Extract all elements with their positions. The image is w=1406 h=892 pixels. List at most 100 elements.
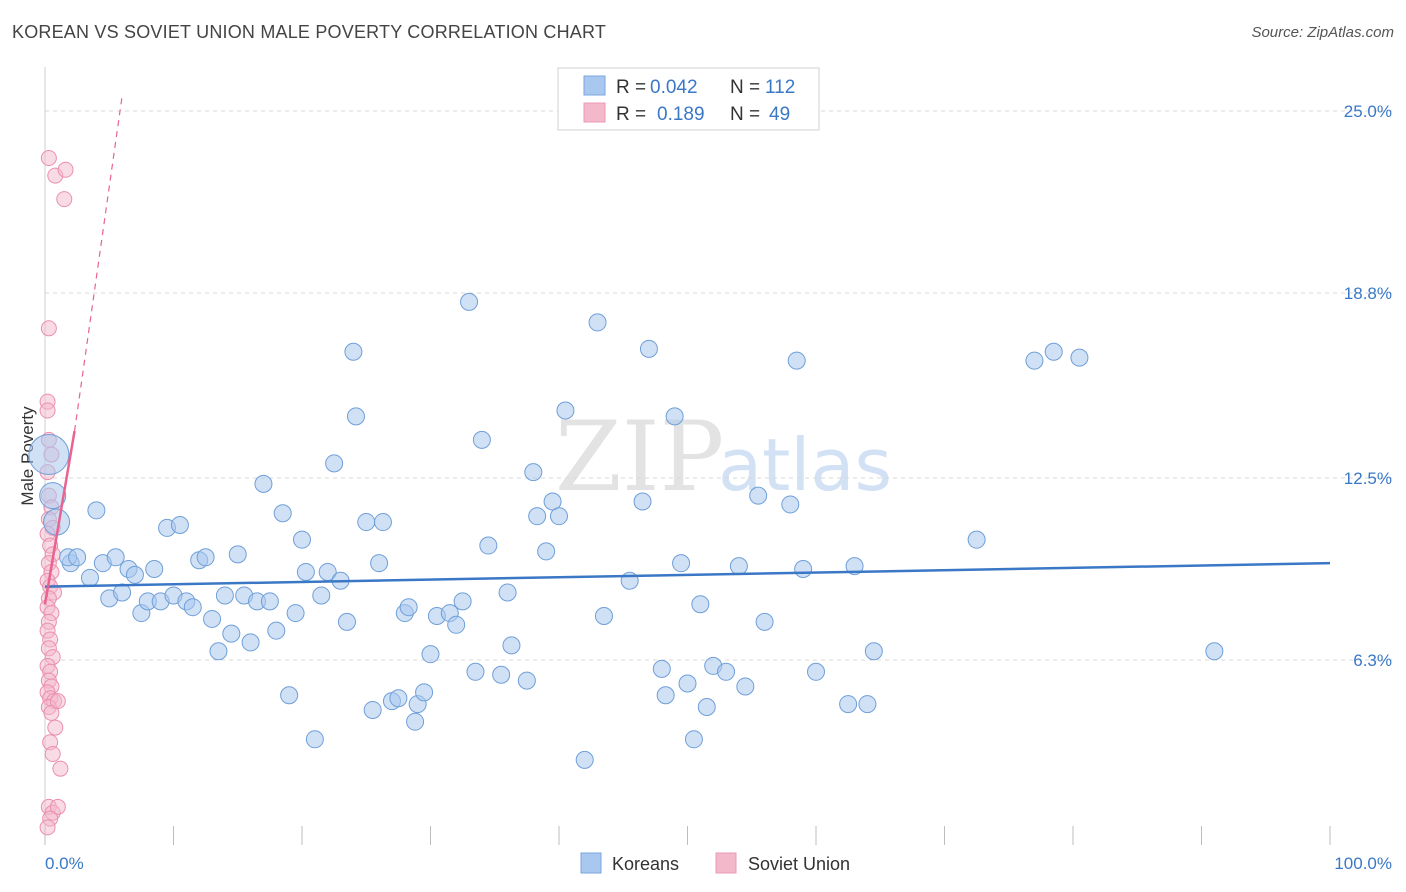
koreans-point-27 — [215, 586, 234, 605]
koreans-point-63 — [447, 615, 466, 634]
koreans-point-95 — [729, 557, 748, 576]
koreans-point-5 — [68, 548, 87, 567]
y-ticks: 6.3% 12.5% 18.8% 25.0% — [1344, 102, 1392, 670]
koreans-point-54 — [389, 689, 408, 708]
soviet-union-trend-line — [43, 430, 76, 605]
koreans-point-80 — [588, 313, 607, 332]
koreans-point-104 — [845, 557, 864, 576]
koreans-point-38 — [286, 604, 305, 623]
koreans-point-50 — [363, 700, 382, 719]
koreans-point-70 — [498, 583, 517, 602]
x-tick-label-0: 0.0% — [45, 854, 84, 873]
watermark-atlas: atlas — [718, 423, 892, 507]
koreans-point-83 — [633, 492, 652, 511]
soviet-union-n-value: 49 — [769, 104, 790, 125]
koreans-point-20 — [170, 515, 189, 534]
koreans-point-28 — [222, 624, 241, 643]
koreans-point-77 — [550, 507, 568, 526]
koreans-point-102 — [807, 662, 825, 681]
y-tick-label-2: 18.8% — [1344, 284, 1392, 303]
koreans-point-107 — [967, 530, 986, 549]
koreans-point-89 — [678, 674, 697, 693]
koreans-point-37 — [280, 686, 299, 705]
stats-legend: R = 0.042 N = 112 R = 0.189 N = 49 — [557, 67, 820, 131]
koreans-point-108 — [1025, 351, 1044, 370]
koreans-point-35 — [267, 621, 286, 640]
koreans-point-90 — [684, 730, 703, 749]
koreans-point-34 — [260, 592, 279, 611]
bottom-legend-soviet-union: Soviet Union — [748, 854, 850, 874]
soviet-union-point-2 — [57, 161, 74, 178]
koreans-point-0 — [28, 434, 70, 476]
koreans-point-31 — [241, 633, 260, 652]
koreans-point-103 — [839, 695, 858, 714]
koreans-point-73 — [524, 463, 543, 482]
koreans-point-99 — [781, 495, 800, 514]
source-label: Source: ZipAtlas.com — [1251, 24, 1394, 41]
koreans-point-86 — [656, 686, 675, 705]
grid — [45, 110, 1392, 661]
soviet-union-point-48 — [39, 819, 56, 836]
koreans-point-64 — [453, 592, 472, 611]
soviet-union-point-4 — [40, 320, 57, 337]
chart-title: KOREAN VS SOVIET UNION MALE POVERTY CORR… — [12, 22, 607, 42]
koreans-r-value: 0.042 — [650, 77, 698, 98]
koreans-point-111 — [1205, 642, 1224, 661]
soviet-union-trend-extension — [73, 96, 123, 432]
watermark: ZIP atlas — [555, 401, 892, 513]
koreans-point-110 — [1070, 348, 1089, 367]
koreans-point-44 — [325, 454, 344, 473]
koreans-point-42 — [312, 586, 331, 605]
soviet-union-n-label: N = — [730, 104, 760, 125]
koreans-point-109 — [1044, 342, 1063, 361]
koreans-point-100 — [787, 351, 806, 370]
koreans-point-13 — [125, 565, 144, 584]
koreans-point-65 — [460, 292, 479, 311]
koreans-r-label: R = — [616, 77, 646, 98]
koreans-point-87 — [665, 407, 684, 426]
koreans-point-36 — [273, 504, 292, 523]
y-tick-label-1: 12.5% — [1344, 469, 1392, 488]
soviet-union-point-40 — [47, 719, 64, 736]
x-tick-label-1: 100.0% — [1334, 854, 1392, 873]
koreans-point-52 — [373, 513, 392, 532]
koreans-point-71 — [502, 636, 521, 655]
soviet-union-point-39 — [49, 693, 66, 710]
koreans-point-10 — [106, 548, 125, 567]
koreans-point-29 — [228, 545, 247, 564]
trend-lines — [43, 96, 1331, 605]
soviet-union-point-0 — [40, 150, 57, 167]
x-ticks: 0.0% 100.0% — [45, 854, 1392, 873]
koreans-trend-line — [44, 561, 1331, 588]
koreans-points — [28, 292, 1224, 769]
koreans-point-1 — [39, 482, 67, 510]
koreans-point-106 — [864, 642, 883, 661]
soviet-union-r-value: 0.189 — [657, 104, 705, 125]
koreans-point-105 — [858, 695, 877, 714]
koreans-point-51 — [370, 554, 389, 573]
soviet-union-point-6 — [39, 402, 56, 419]
koreans-point-101 — [794, 560, 813, 579]
y-tick-label-0: 6.3% — [1353, 651, 1392, 670]
koreans-point-25 — [203, 609, 222, 628]
koreans-point-22 — [183, 598, 202, 617]
soviet-union-point-46 — [49, 798, 66, 815]
soviet-union-r-label: R = — [616, 104, 646, 125]
koreans-point-46 — [337, 612, 356, 631]
koreans-point-66 — [466, 662, 485, 681]
soviet-union-point-43 — [52, 760, 69, 777]
koreans-point-39 — [293, 530, 311, 549]
koreans-point-72 — [517, 671, 536, 690]
koreans-point-16 — [145, 560, 164, 579]
stats-legend-swatch-koreans — [583, 75, 606, 96]
koreans-n-value: 112 — [765, 77, 795, 98]
y-tick-label-3: 25.0% — [1344, 102, 1392, 121]
koreans-n-label: N = — [730, 77, 760, 98]
bottom-legend: Koreans Soviet Union — [580, 852, 850, 874]
koreans-point-33 — [254, 474, 273, 493]
soviet-union-points — [39, 150, 74, 836]
koreans-point-69 — [492, 665, 511, 684]
koreans-point-88 — [672, 554, 691, 573]
koreans-point-24 — [196, 548, 215, 567]
